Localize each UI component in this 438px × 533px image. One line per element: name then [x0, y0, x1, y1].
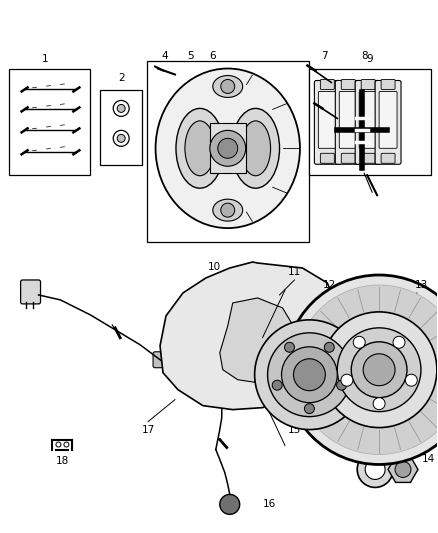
Text: 2: 2	[118, 74, 124, 84]
Text: 18: 18	[56, 456, 69, 466]
Circle shape	[272, 380, 282, 390]
FancyBboxPatch shape	[341, 154, 355, 163]
FancyBboxPatch shape	[359, 92, 377, 148]
Circle shape	[210, 131, 246, 166]
Bar	[9, 69, 90, 175]
Circle shape	[113, 131, 129, 147]
Text: 12: 12	[323, 280, 336, 290]
Circle shape	[337, 380, 346, 390]
FancyBboxPatch shape	[318, 92, 336, 148]
Circle shape	[293, 359, 325, 391]
Text: 4: 4	[162, 51, 168, 61]
Bar	[381, 120, 393, 140]
Circle shape	[64, 442, 69, 447]
Bar	[352, 86, 372, 99]
FancyBboxPatch shape	[381, 154, 395, 163]
Text: 1: 1	[42, 53, 49, 63]
FancyBboxPatch shape	[320, 79, 334, 90]
Circle shape	[221, 79, 235, 93]
Text: 13: 13	[414, 280, 427, 290]
Text: 16: 16	[263, 499, 276, 510]
Circle shape	[357, 451, 393, 487]
FancyBboxPatch shape	[339, 92, 357, 148]
Text: 15: 15	[288, 425, 301, 434]
Circle shape	[294, 285, 438, 455]
FancyBboxPatch shape	[336, 80, 361, 164]
Circle shape	[285, 275, 438, 464]
FancyBboxPatch shape	[314, 80, 340, 164]
Bar	[210, 123, 246, 173]
FancyBboxPatch shape	[355, 80, 381, 164]
Circle shape	[282, 347, 337, 402]
Circle shape	[117, 134, 125, 142]
FancyBboxPatch shape	[375, 80, 401, 164]
FancyBboxPatch shape	[21, 280, 41, 304]
Circle shape	[268, 333, 351, 417]
FancyBboxPatch shape	[361, 79, 375, 90]
Text: 6: 6	[209, 51, 216, 61]
FancyBboxPatch shape	[153, 352, 167, 368]
Circle shape	[321, 312, 437, 427]
Circle shape	[353, 336, 365, 348]
Circle shape	[56, 442, 61, 447]
Bar	[309, 69, 431, 175]
Ellipse shape	[232, 108, 279, 188]
Circle shape	[357, 125, 367, 135]
Circle shape	[365, 459, 385, 480]
Ellipse shape	[241, 121, 271, 176]
FancyBboxPatch shape	[379, 92, 397, 148]
Circle shape	[395, 462, 411, 478]
FancyBboxPatch shape	[381, 79, 395, 90]
Circle shape	[363, 354, 395, 386]
Text: 10: 10	[208, 262, 221, 272]
Ellipse shape	[155, 69, 300, 228]
Circle shape	[285, 342, 294, 352]
FancyBboxPatch shape	[361, 154, 375, 163]
Circle shape	[351, 342, 407, 398]
Circle shape	[113, 100, 129, 116]
Circle shape	[405, 374, 417, 386]
Polygon shape	[160, 262, 337, 410]
Text: 8: 8	[361, 51, 367, 61]
FancyBboxPatch shape	[341, 79, 355, 90]
Bar	[147, 61, 309, 242]
Text: 9: 9	[367, 53, 374, 63]
Circle shape	[337, 328, 421, 411]
Circle shape	[373, 398, 385, 410]
Circle shape	[341, 374, 353, 386]
Bar	[100, 91, 142, 165]
Polygon shape	[220, 298, 297, 383]
Circle shape	[304, 403, 314, 414]
Circle shape	[117, 104, 125, 112]
Ellipse shape	[176, 108, 224, 188]
Text: 11: 11	[288, 267, 301, 277]
Circle shape	[221, 203, 235, 217]
Text: 7: 7	[321, 51, 328, 61]
Circle shape	[220, 495, 240, 514]
Ellipse shape	[213, 76, 243, 98]
Text: 14: 14	[422, 455, 435, 464]
Text: 17: 17	[141, 425, 155, 434]
FancyBboxPatch shape	[320, 154, 334, 163]
Bar	[331, 120, 343, 140]
Circle shape	[324, 342, 334, 352]
Ellipse shape	[185, 121, 215, 176]
Ellipse shape	[213, 199, 243, 221]
Text: 5: 5	[187, 51, 194, 61]
Bar	[352, 162, 372, 174]
Circle shape	[218, 139, 238, 158]
Circle shape	[393, 336, 405, 348]
Circle shape	[254, 320, 364, 430]
